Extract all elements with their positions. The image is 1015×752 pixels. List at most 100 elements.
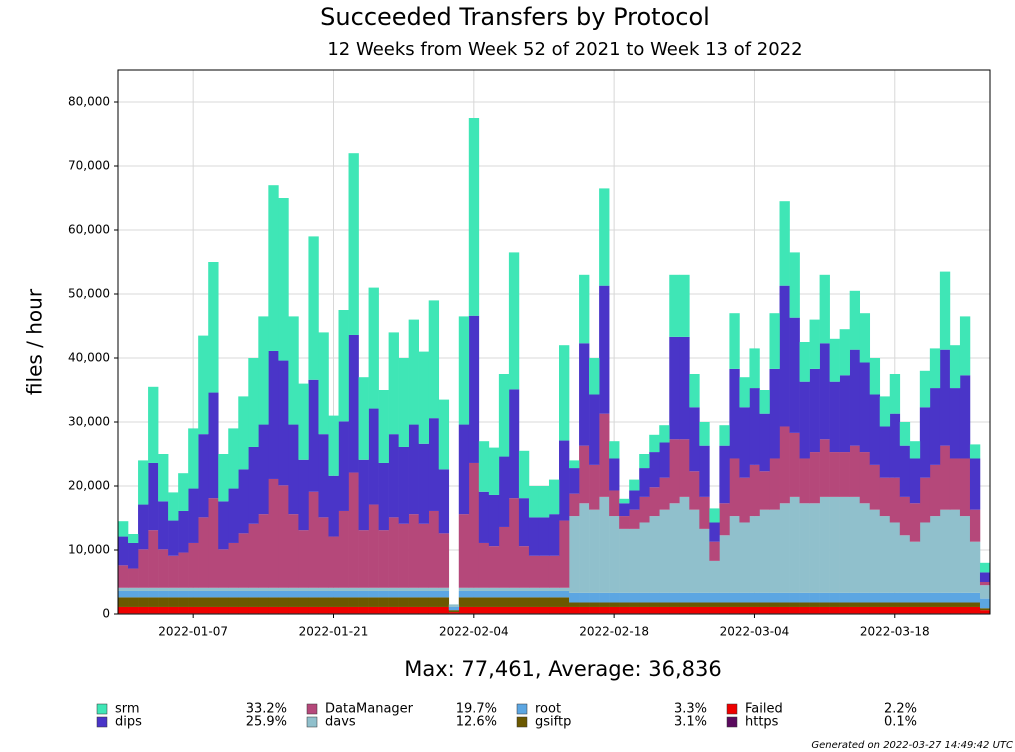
bar-segment: [308, 606, 319, 614]
y-tick-label: 50,000: [68, 287, 110, 301]
bar-segment: [819, 606, 830, 614]
bar-segment: [538, 606, 550, 614]
bar-segment: [609, 606, 620, 614]
bar-segment: [498, 374, 510, 457]
legend-swatch: [516, 716, 528, 728]
bar-segment: [458, 606, 470, 614]
bar-segment: [498, 456, 510, 527]
bar-segment: [338, 587, 349, 591]
bar-segment: [358, 459, 369, 531]
bar-segment: [398, 597, 409, 607]
bar-segment: [438, 533, 450, 588]
bar-segment: [859, 362, 871, 453]
bar-segment: [338, 597, 349, 607]
bar-segment: [909, 541, 921, 593]
bar-segment: [518, 546, 530, 588]
bar-segment: [428, 606, 440, 614]
bar-segment: [739, 602, 750, 607]
bar-segment: [919, 602, 931, 607]
bar-segment: [729, 368, 740, 459]
bar-segment: [278, 360, 289, 486]
bar-segment: [639, 454, 650, 469]
bar-segment: [669, 602, 680, 607]
legend-share: 25.9%: [246, 715, 287, 730]
bar-segment: [268, 478, 279, 588]
bar-segment: [198, 606, 209, 614]
bar-segment: [518, 597, 530, 607]
bar-segment: [138, 504, 149, 550]
bar-segment: [929, 516, 941, 593]
bar-segment: [799, 503, 810, 593]
bar-segment: [839, 452, 850, 497]
bar-segment: [749, 388, 760, 465]
bar-segment: [769, 458, 780, 510]
bar-segment: [188, 587, 199, 591]
bar-segment: [398, 590, 409, 598]
bar-segment: [559, 597, 570, 607]
bar-segment: [859, 313, 871, 363]
bar-segment: [238, 590, 249, 598]
bar-segment: [749, 348, 760, 389]
bar-segment: [909, 606, 921, 614]
bar-segment: [679, 592, 690, 603]
bar-segment: [589, 602, 600, 607]
bar-segment: [368, 606, 379, 614]
bar-segment: [759, 602, 770, 607]
bar-segment: [699, 445, 710, 497]
bar-segment: [969, 444, 981, 459]
bar-segment: [609, 490, 620, 517]
bar-segment: [508, 606, 520, 614]
bar-segment: [739, 407, 750, 478]
bar-segment: [889, 477, 901, 523]
bar-segment: [398, 587, 409, 591]
bar-segment: [559, 606, 570, 614]
bar-segment: [869, 602, 881, 607]
bar-segment: [789, 432, 800, 497]
legend-label: gsiftp: [535, 715, 571, 730]
bar-segment: [859, 592, 871, 603]
bar-segment: [118, 587, 129, 591]
bar-segment: [779, 592, 790, 603]
bar-segment: [518, 606, 530, 614]
bar-segment: [899, 535, 911, 593]
bar-segment: [779, 606, 790, 614]
bar-segment: [328, 415, 339, 476]
bar-segment: [839, 375, 850, 453]
bar-segment: [248, 606, 259, 614]
bar-segment: [328, 606, 339, 614]
bar-segment: [238, 533, 249, 588]
bar-segment: [318, 590, 329, 598]
bar-segment: [358, 530, 369, 588]
bar-segment: [939, 509, 951, 593]
bar-segment: [158, 454, 169, 502]
bar-segment: [318, 587, 329, 591]
bar-segment: [148, 587, 159, 591]
bar-segment: [548, 555, 560, 588]
bar-segment: [178, 590, 189, 598]
bar-segment: [538, 486, 550, 518]
bar-segment: [959, 516, 971, 593]
bar-segment: [789, 252, 800, 318]
legend-label: root: [535, 702, 561, 717]
bar-segment: [829, 606, 840, 614]
bar-segment: [729, 458, 740, 517]
bar-segment: [508, 498, 520, 588]
bar-segment: [849, 496, 861, 593]
bar-segment: [168, 520, 179, 556]
bar-segment: [679, 274, 690, 337]
bar-segment: [969, 509, 981, 542]
bar-segment: [809, 592, 820, 603]
bar-segment: [879, 477, 891, 517]
legend-label: Failed: [745, 702, 783, 717]
bar-segment: [709, 508, 720, 523]
bar-segment: [228, 587, 239, 591]
bar-segment: [719, 535, 730, 593]
bar-segment: [528, 590, 540, 598]
bar-segment: [869, 592, 881, 603]
bar-segment: [619, 592, 630, 603]
bar-segment: [649, 602, 660, 607]
bar-segment: [799, 602, 810, 607]
bar-segment: [559, 590, 570, 598]
bar-segment: [338, 590, 349, 598]
bar-segment: [308, 379, 319, 492]
